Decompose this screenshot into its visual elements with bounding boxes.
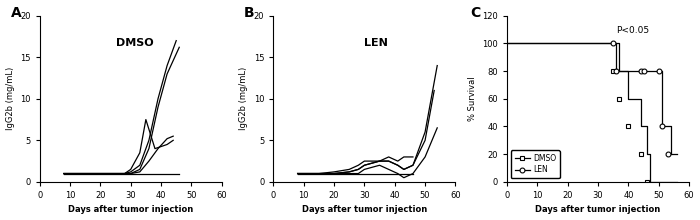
Legend: DMSO, LEN: DMSO, LEN bbox=[511, 150, 560, 178]
Text: B: B bbox=[244, 6, 255, 20]
Text: C: C bbox=[470, 6, 481, 20]
Text: DMSO: DMSO bbox=[116, 38, 154, 48]
Y-axis label: % Survival: % Survival bbox=[468, 77, 477, 121]
X-axis label: Days after tumor injection: Days after tumor injection bbox=[68, 205, 193, 214]
Text: P<0.05: P<0.05 bbox=[616, 26, 650, 35]
Y-axis label: IgG2b (mg/mL): IgG2b (mg/mL) bbox=[239, 67, 248, 130]
Text: LEN: LEN bbox=[365, 38, 388, 48]
Text: A: A bbox=[10, 6, 21, 20]
X-axis label: Days after tumor injection: Days after tumor injection bbox=[536, 205, 661, 214]
Y-axis label: IgG2b (mg/mL): IgG2b (mg/mL) bbox=[6, 67, 15, 130]
X-axis label: Days after tumor injection: Days after tumor injection bbox=[302, 205, 427, 214]
